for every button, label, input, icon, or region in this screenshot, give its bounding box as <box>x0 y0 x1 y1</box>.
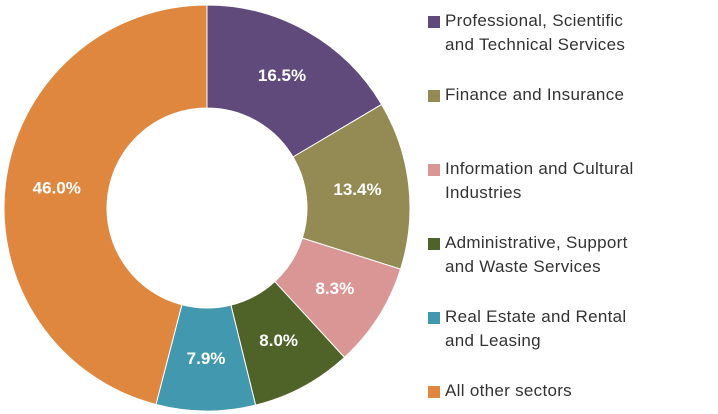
legend-swatch <box>428 90 440 102</box>
data-label: 7.9% <box>187 349 226 368</box>
legend-swatch <box>428 386 440 398</box>
data-label: 8.3% <box>315 279 354 298</box>
data-label: 46.0% <box>33 178 81 197</box>
legend-swatch <box>428 164 440 176</box>
legend-label: Real Estate and Rental and Leasing <box>445 307 626 350</box>
slice <box>206 4 383 158</box>
legend-label: All other sectors <box>445 381 572 400</box>
legend-label: Professional, Scientific and Technical Se… <box>445 11 625 54</box>
slice <box>3 4 208 406</box>
legend-label: Administrative, Support and Waste Service… <box>445 233 628 276</box>
legend-swatch <box>428 238 440 250</box>
data-label: 8.0% <box>259 331 298 350</box>
data-label: 16.5% <box>258 66 306 85</box>
data-label: 13.4% <box>333 180 381 199</box>
legend-swatch <box>428 312 440 324</box>
legend-label: Finance and Insurance <box>445 85 624 104</box>
legend-swatch <box>428 16 440 28</box>
legend-label: Information and Cultural Industries <box>445 159 634 202</box>
